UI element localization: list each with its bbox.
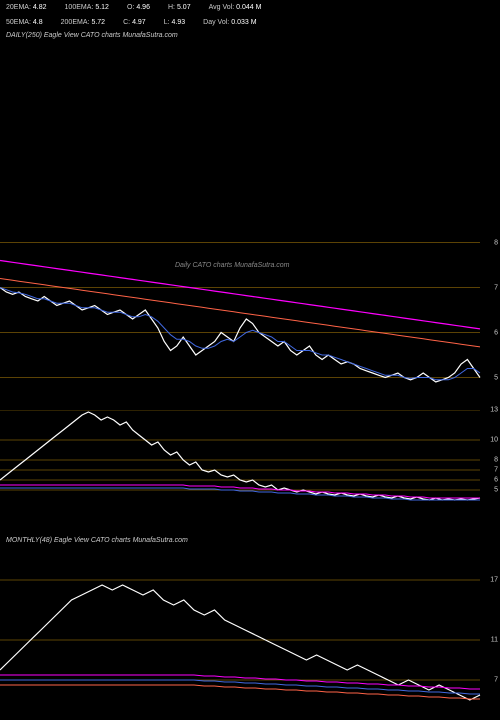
- stat-item: 50EMA:4.8: [6, 19, 43, 26]
- stat-item: 20EMA:4.82: [6, 4, 47, 11]
- y-tick-label: 6: [494, 329, 498, 336]
- y-tick-label: 8: [494, 457, 498, 464]
- stat-item: H:5.07: [168, 4, 191, 11]
- stat-item: 200EMA:5.72: [61, 19, 105, 26]
- stat-item: L:4.93: [164, 19, 185, 26]
- y-tick-label: 11: [491, 637, 498, 644]
- stat-item: C:4.97: [123, 19, 146, 26]
- stat-item: O:4.96: [127, 4, 150, 11]
- stat-item: 100EMA:5.12: [65, 4, 109, 11]
- y-tick-label: 7: [494, 467, 498, 474]
- y-tick-label: 6: [494, 477, 498, 484]
- stat-item: Day Vol:0.033 M: [203, 19, 256, 26]
- header-stats-row2: 50EMA:4.8 200EMA:5.72 C:4.97 L:4.93 Day Vol:…: [0, 15, 500, 30]
- header-stats-row1: 20EMA:4.82 100EMA:5.12 O:4.96 H:5.07 Avg Vol…: [0, 0, 500, 15]
- y-tick-label: 13: [490, 407, 498, 414]
- y-tick-label: 5: [494, 487, 498, 494]
- chart2-container: 5 6 7 8 10 13: [0, 410, 500, 510]
- y-tick-label: 7: [494, 284, 498, 291]
- chart3-container: 7 11 17: [0, 570, 500, 720]
- y-tick-label: 17: [490, 577, 498, 584]
- chart1-container: 5678Daily CATO charts MunafaSutra.com: [0, 220, 500, 400]
- y-tick-label: 5: [494, 374, 498, 381]
- y-tick-label: 8: [494, 239, 498, 246]
- chart-svg: [0, 570, 500, 720]
- stat-item: Avg Vol:0.044 M: [209, 4, 262, 11]
- y-tick-label: 7: [494, 677, 498, 684]
- chart-svg: [0, 220, 500, 400]
- chart1-title: DAILY(250) Eagle View CATO charts Munafa…: [0, 30, 500, 43]
- chart-svg: [0, 410, 500, 510]
- chart3-title: MONTHLY(48) Eagle View CATO charts Munaf…: [0, 535, 194, 548]
- y-tick-label: 10: [490, 437, 498, 444]
